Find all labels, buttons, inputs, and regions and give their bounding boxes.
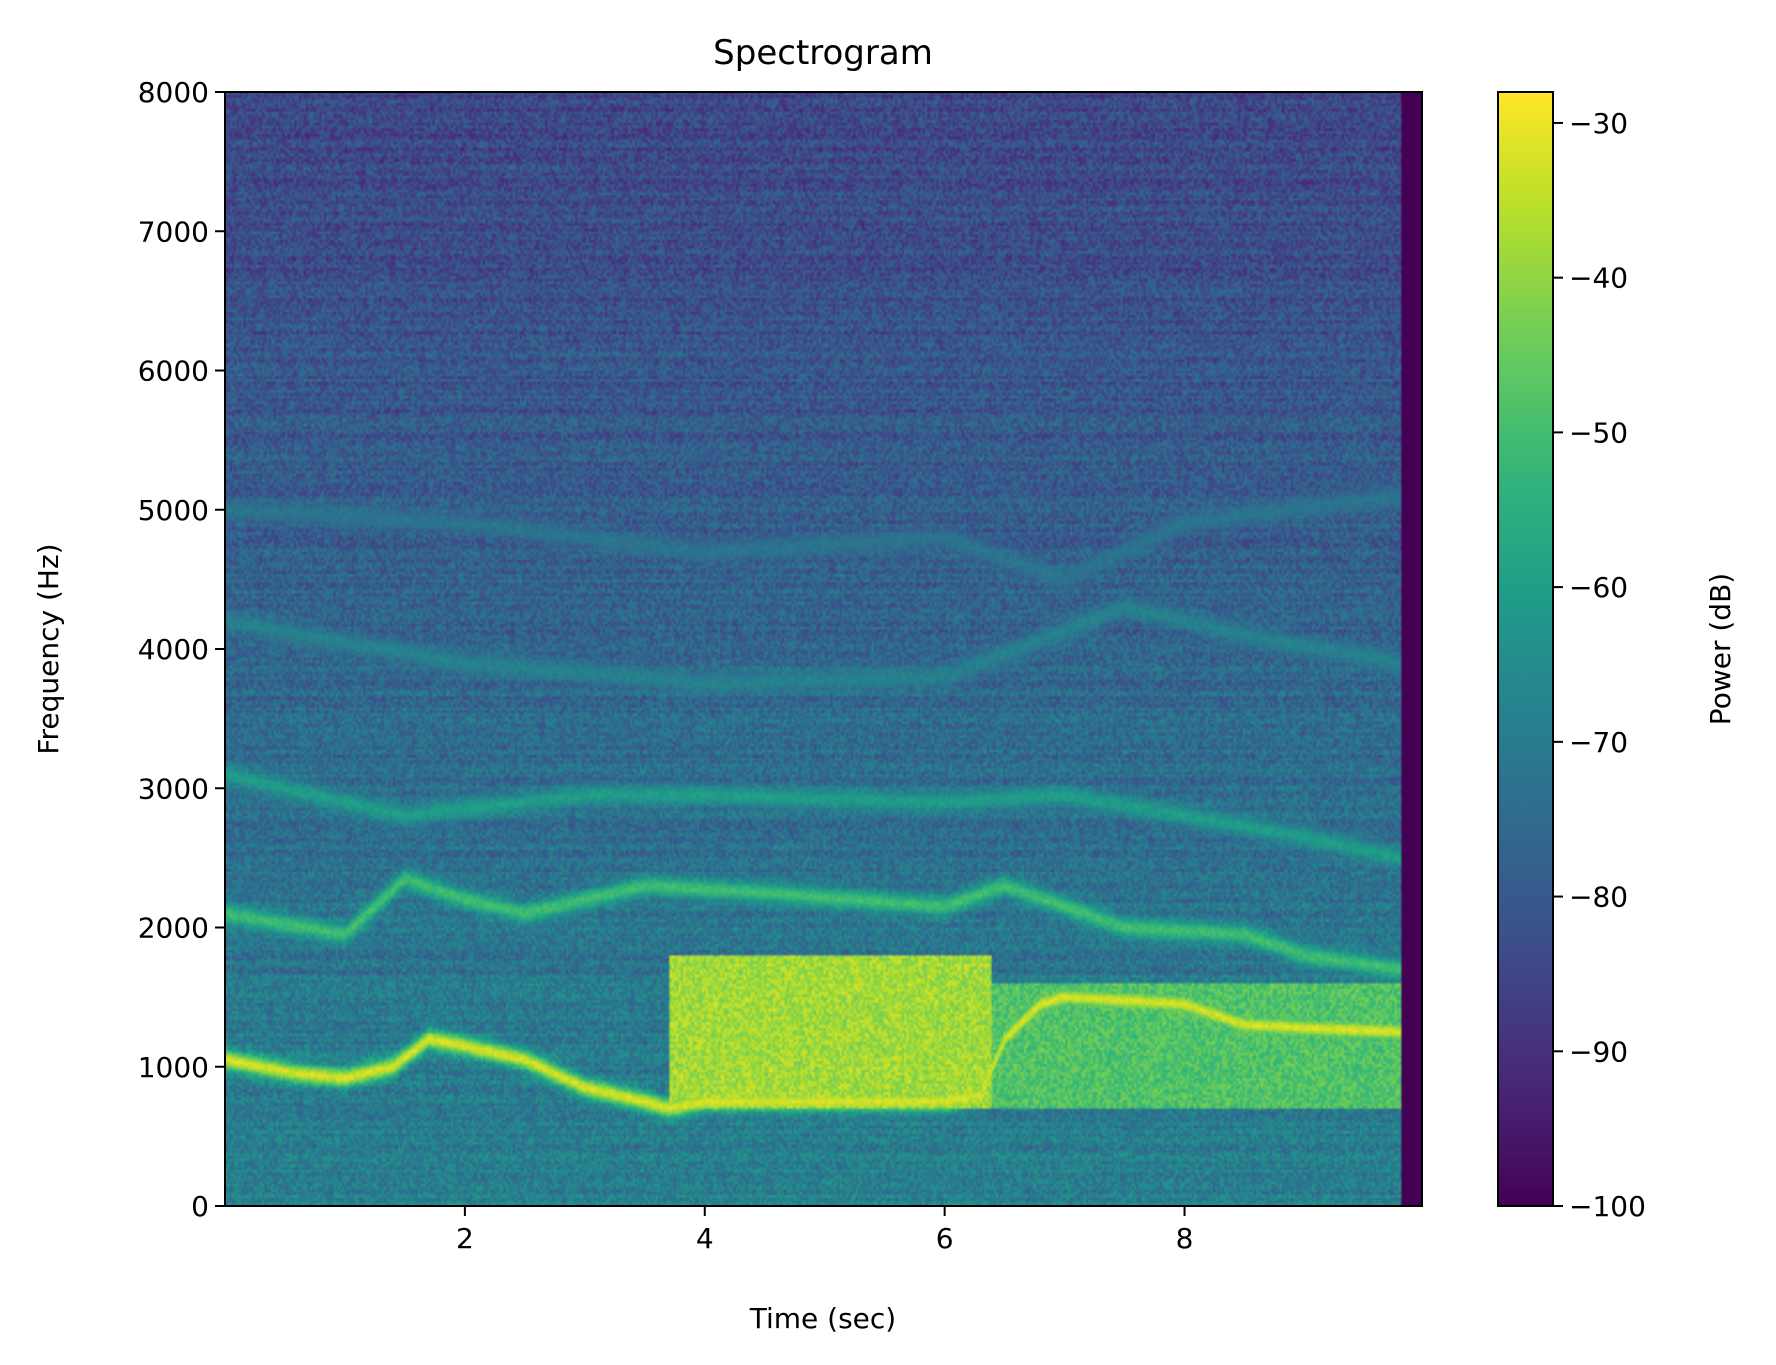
x-axis: 2 4 6 8: [456, 1206, 1193, 1255]
spectrogram-heatmap: [225, 92, 1422, 1206]
colorbar-axis: −100 −90 −80 −70 −60 −50 −40 −30: [1553, 107, 1646, 1223]
x-tick-label: 6: [936, 1222, 954, 1255]
colorbar-frame: [1497, 91, 1554, 1207]
chart-title: Spectrogram: [713, 33, 933, 73]
y-tick-label: 3000: [138, 772, 209, 805]
y-tick-label: 2000: [138, 912, 209, 945]
y-tick-label: 1000: [138, 1051, 209, 1084]
x-tick-label: 2: [456, 1222, 474, 1255]
colorbar-tick-label: −80: [1569, 881, 1628, 914]
y-axis-label: Frequency (Hz): [32, 543, 65, 754]
y-tick-label: 8000: [138, 76, 209, 109]
colorbar-tick-label: −30: [1569, 107, 1628, 140]
y-tick-label: 4000: [138, 633, 209, 666]
colorbar-tick-label: −60: [1569, 571, 1628, 604]
colorbar: [1498, 92, 1553, 1206]
colorbar-tick-label: −90: [1569, 1035, 1628, 1068]
y-axis: 0 1000 2000 3000 4000 5000 6000 7000 8000: [138, 76, 225, 1223]
colorbar-label: Power (dB): [1704, 573, 1737, 725]
colorbar-tick-label: −100: [1569, 1190, 1646, 1223]
colorbar-tick-label: −50: [1569, 416, 1628, 449]
x-tick-label: 8: [1176, 1222, 1194, 1255]
x-tick-label: 4: [696, 1222, 714, 1255]
y-tick-label: 6000: [138, 355, 209, 388]
x-axis-label: Time (sec): [749, 1302, 896, 1335]
y-tick-label: 0: [191, 1190, 209, 1223]
colorbar-tick-label: −40: [1569, 262, 1628, 295]
y-tick-label: 5000: [138, 494, 209, 527]
colorbar-tick-label: −70: [1569, 726, 1628, 759]
y-tick-label: 7000: [138, 215, 209, 248]
